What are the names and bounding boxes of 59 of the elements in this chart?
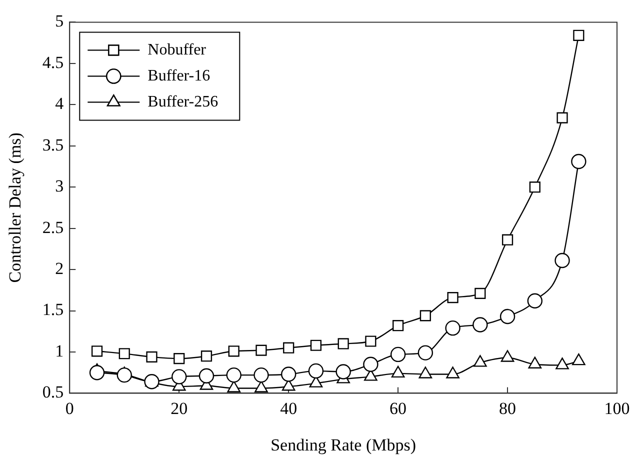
legend-label: Buffer-256 [148,93,218,110]
y-tick-label: 3.5 [42,135,64,154]
point [200,350,212,362]
point [254,367,269,383]
point [336,364,351,380]
x-tick-label: 0 [65,398,74,418]
x-tick-label: 100 [604,398,630,418]
point [418,345,434,360]
point [529,182,540,193]
point [144,374,160,390]
point [172,369,187,384]
x-tick-label: 80 [499,398,516,418]
point [474,288,486,299]
x-tick-label: 40 [280,398,298,418]
y-tick-label: 4.5 [42,52,64,72]
x-axis-title: Sending Rate (Mbps) [270,435,416,454]
point [472,317,488,332]
point [500,308,516,324]
point [445,320,460,336]
point [571,154,586,170]
legend-label: Nobuffer [148,41,207,58]
point [447,292,458,304]
point [392,320,404,332]
point [198,368,214,384]
point [556,112,568,124]
point [554,252,570,268]
y-tick-label: 1 [55,341,64,360]
point [91,346,103,357]
point [174,353,185,364]
y-tick-label: 1.5 [42,300,64,320]
point [89,364,105,380]
point [527,293,542,308]
point [573,30,584,41]
point [228,346,240,357]
y-axis-title: Controller Delay (ms) [6,132,25,283]
point [283,342,294,354]
point [338,338,349,350]
point [280,366,296,382]
point [116,367,132,383]
point [310,340,322,351]
y-tick-label: 2 [55,259,64,278]
y-tick-label: 2.5 [42,218,64,237]
point [146,351,158,362]
y-tick-label: 3 [55,176,64,196]
point [420,310,431,322]
point [226,367,242,383]
x-tick-label: 60 [390,398,407,418]
point [365,336,376,347]
y-tick-label: 4 [55,94,64,114]
point [118,348,130,360]
y-tick-label: 0.5 [42,382,64,402]
y-tick-label: 5 [55,12,64,31]
legend-label: Buffer-16 [148,67,210,84]
point [308,363,324,379]
point [502,234,514,246]
point [390,346,406,362]
x-tick-label: 20 [170,398,188,418]
point [256,344,267,356]
point [363,356,378,372]
